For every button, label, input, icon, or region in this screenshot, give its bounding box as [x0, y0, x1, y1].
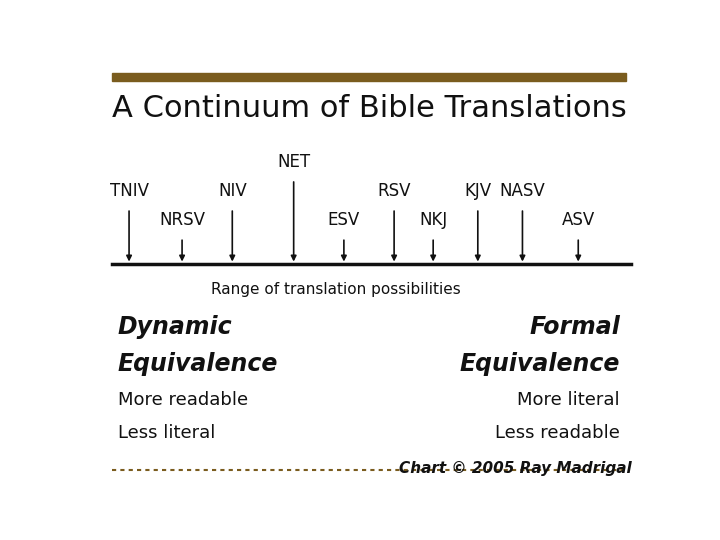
Text: A Continuum of Bible Translations: A Continuum of Bible Translations — [112, 94, 626, 123]
Text: Formal: Formal — [529, 315, 620, 339]
Text: NET: NET — [277, 153, 310, 171]
Text: ESV: ESV — [328, 211, 360, 229]
Text: TNIV: TNIV — [109, 182, 148, 200]
Text: Less readable: Less readable — [495, 424, 620, 442]
Text: Dynamic: Dynamic — [118, 315, 233, 339]
Text: Equivalence: Equivalence — [460, 352, 620, 376]
Text: KJV: KJV — [464, 182, 491, 200]
Text: NASV: NASV — [500, 182, 545, 200]
Text: Less literal: Less literal — [118, 424, 215, 442]
Bar — [112, 73, 626, 80]
Text: NIV: NIV — [218, 182, 247, 200]
Text: RSV: RSV — [377, 182, 411, 200]
Text: Range of translation possibilities: Range of translation possibilities — [211, 282, 460, 297]
Text: NRSV: NRSV — [159, 211, 205, 229]
Text: NKJ: NKJ — [419, 211, 447, 229]
Text: More literal: More literal — [518, 390, 620, 409]
Text: Chart © 2005 Ray Madrigal: Chart © 2005 Ray Madrigal — [398, 461, 631, 476]
Text: More readable: More readable — [118, 390, 248, 409]
Text: Equivalence: Equivalence — [118, 352, 278, 376]
Text: ASV: ASV — [562, 211, 595, 229]
